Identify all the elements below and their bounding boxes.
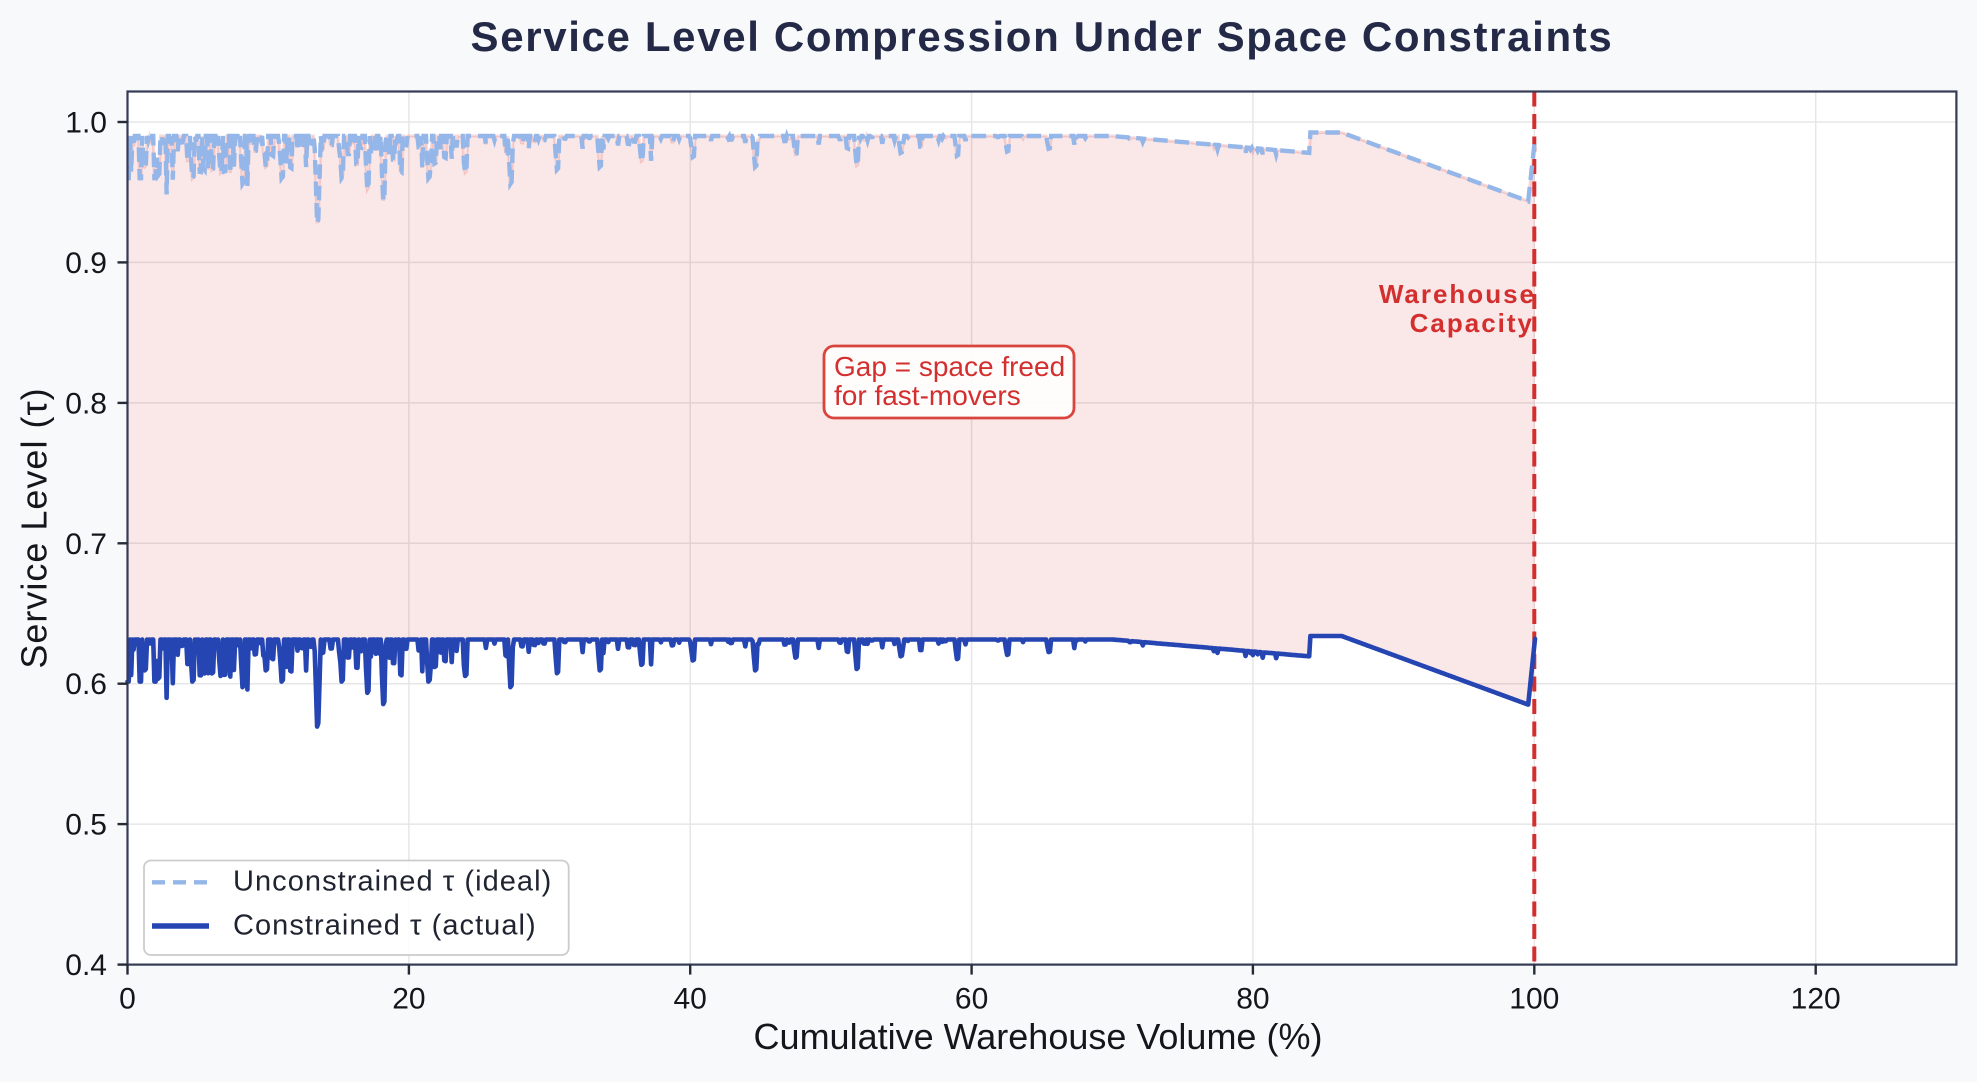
svg-text:0: 0 <box>119 983 136 1016</box>
svg-text:120: 120 <box>1791 983 1841 1016</box>
svg-text:Service Level (τ): Service Level (τ) <box>14 387 55 668</box>
svg-text:Warehouse: Warehouse <box>1379 279 1536 309</box>
svg-text:for fast-movers: for fast-movers <box>834 380 1021 411</box>
svg-text:Capacity: Capacity <box>1410 308 1534 338</box>
svg-text:Unconstrained τ (ideal): Unconstrained τ (ideal) <box>233 866 552 898</box>
svg-text:0.7: 0.7 <box>65 528 107 561</box>
svg-text:0.6: 0.6 <box>65 668 107 701</box>
svg-text:80: 80 <box>1236 983 1269 1016</box>
svg-text:Cumulative Warehouse Volume (%: Cumulative Warehouse Volume (%) <box>754 1016 1323 1057</box>
svg-text:20: 20 <box>392 983 425 1016</box>
svg-text:0.4: 0.4 <box>65 949 107 982</box>
svg-text:100: 100 <box>1509 983 1559 1016</box>
svg-text:Service Level Compression Unde: Service Level Compression Under Space Co… <box>471 13 1614 60</box>
svg-text:Constrained τ (actual): Constrained τ (actual) <box>233 910 537 942</box>
svg-text:Gap = space freed: Gap = space freed <box>834 351 1065 382</box>
svg-text:40: 40 <box>674 983 707 1016</box>
svg-text:60: 60 <box>955 983 988 1016</box>
svg-text:0.5: 0.5 <box>65 809 107 842</box>
svg-text:0.9: 0.9 <box>65 247 107 280</box>
svg-text:0.8: 0.8 <box>65 387 107 420</box>
svg-text:1.0: 1.0 <box>65 107 107 140</box>
